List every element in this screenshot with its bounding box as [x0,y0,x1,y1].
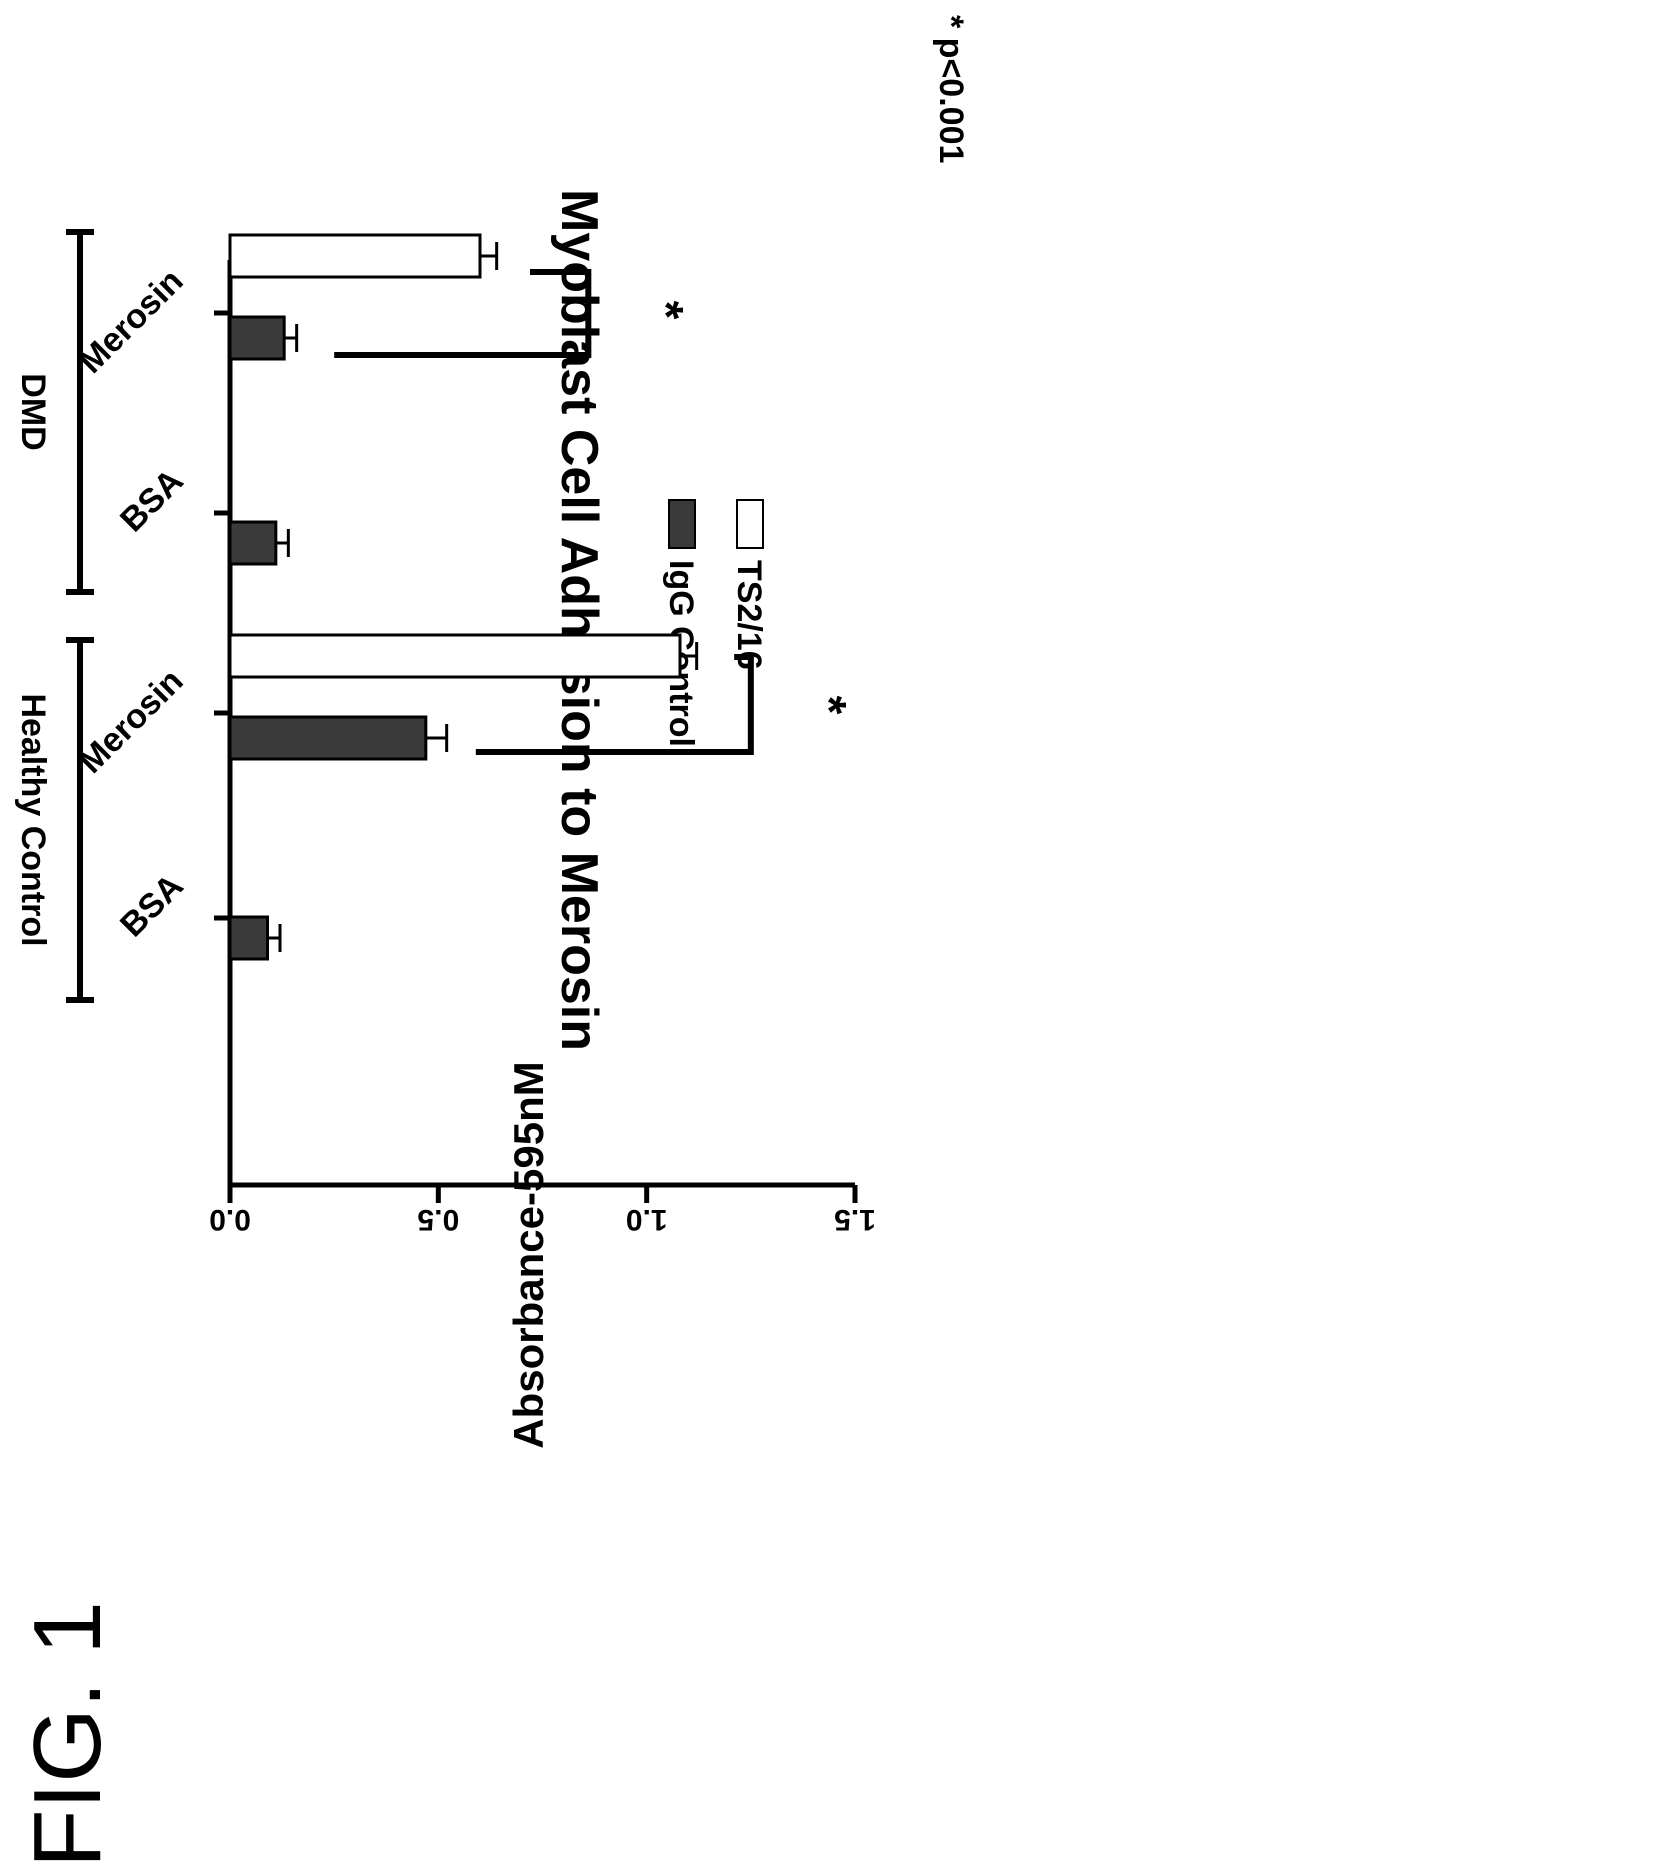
x-tick-label: Merosin [72,262,191,381]
bar-igg-control [228,915,269,961]
y-axis-label: Absorbance-595nM [505,1061,552,1448]
chart-title: Myoblast Cell Adhesion to Merosin [550,189,608,1051]
significance-brackets: ** [334,269,855,755]
significance-star: * [802,696,855,715]
bar-ts2-16 [228,233,482,279]
x-tick-label: Merosin [72,662,191,781]
group-bracket [66,229,94,595]
bars [228,233,699,961]
y-tick-label: 0.0 [209,1203,251,1236]
significance-star: * [639,301,692,320]
x-tick-label: BSA [113,867,191,945]
bar-igg-control [228,520,278,566]
group-label: DMD [14,373,52,450]
y-tick-label: 0.5 [417,1203,459,1236]
group-bracket [66,637,94,1003]
y-tick-label: 1.5 [834,1203,876,1236]
x-ticks: BSA Merosin BSA Merosin [72,262,230,945]
legend-swatch-ts2-16 [736,499,764,549]
legend-label-ts2-16: TS2/16 [730,560,768,670]
legend-swatch-igg-control [668,499,696,549]
group-label: Healthy Control [14,693,52,946]
y-ticks: 0.0 0.5 1.0 1.5 [209,1185,876,1236]
bar-ts2-16 [228,633,682,679]
bar-chart: Myoblast Cell Adhesion to Merosin IgG Co… [14,15,970,1449]
significance-annotation: * p<0.001 [932,15,970,163]
group-brackets: Healthy Control DMD [14,229,94,1003]
bar-igg-control [228,315,286,361]
bar-igg-control [228,715,428,761]
y-tick-label: 1.0 [626,1203,668,1236]
significance-bracket [475,654,754,755]
significance-bracket [334,269,592,358]
figure-label: FIG. 1 [14,1601,121,1868]
x-tick-label: BSA [113,462,191,540]
